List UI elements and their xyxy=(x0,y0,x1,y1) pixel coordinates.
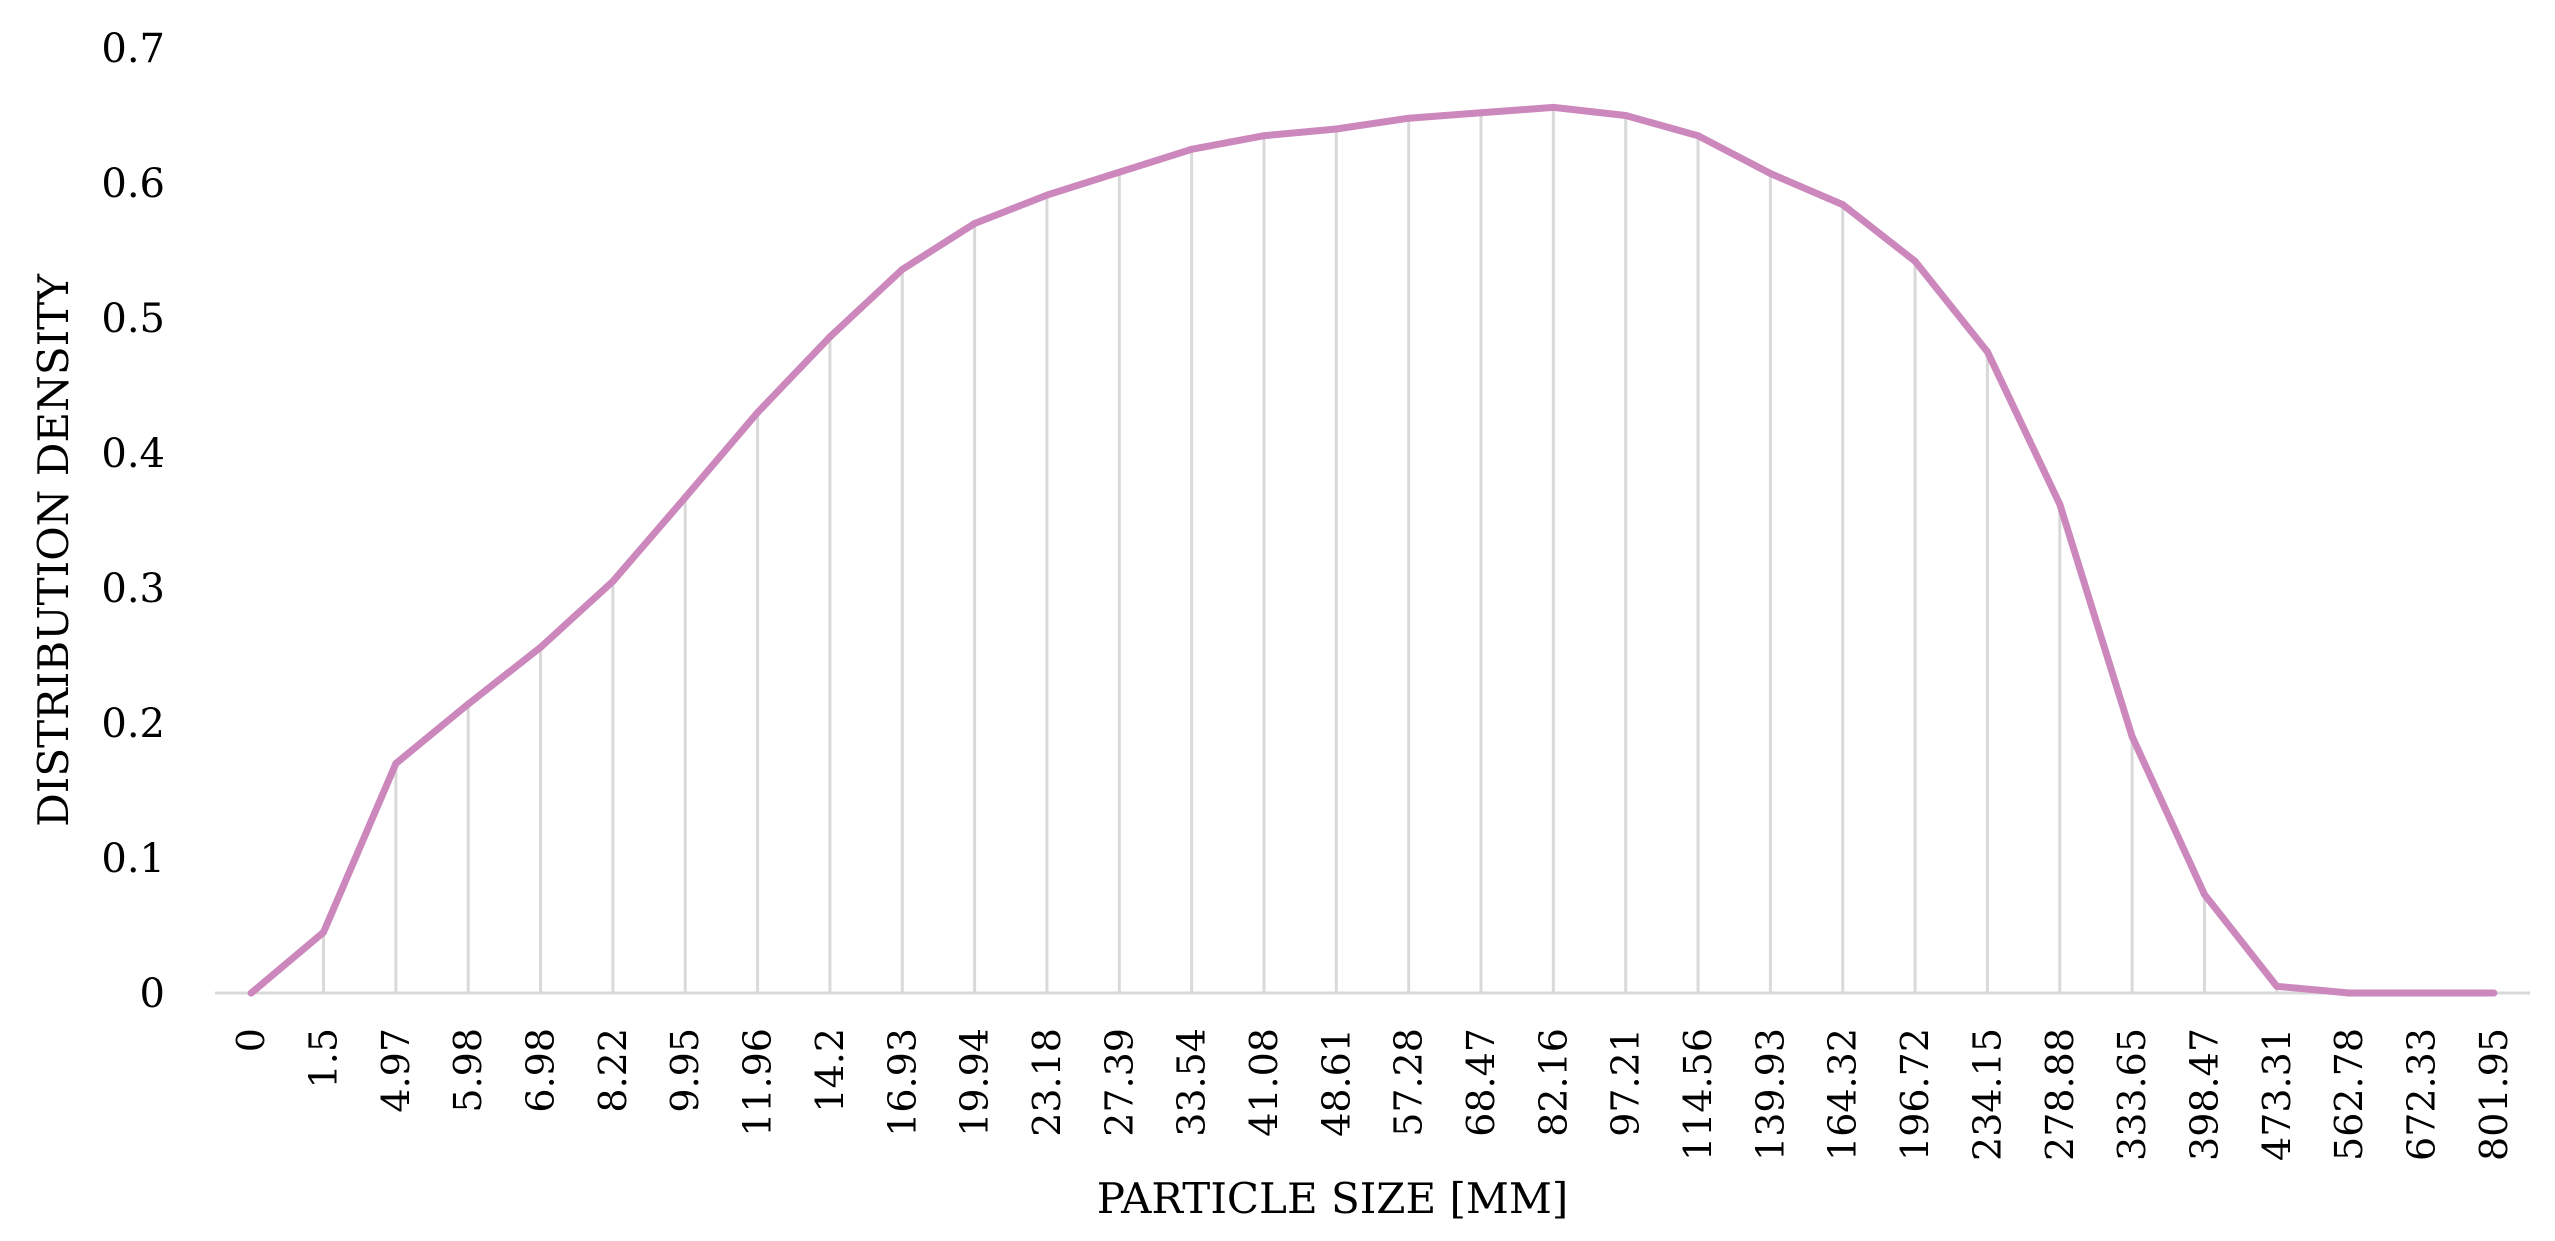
data-point xyxy=(1839,201,1847,209)
data-point xyxy=(2417,989,2425,997)
x-tick-label: 473.31 xyxy=(2255,1028,2299,1161)
x-tick-label: 16.93 xyxy=(880,1028,924,1137)
x-tick-label: 398.47 xyxy=(2182,1028,2226,1161)
x-tick-label: 0 xyxy=(229,1028,273,1052)
data-point xyxy=(247,989,255,997)
x-tick-label: 27.39 xyxy=(1097,1028,1141,1137)
x-tick-label: 4.97 xyxy=(374,1028,418,1113)
data-point xyxy=(1477,109,1485,117)
data-point xyxy=(1694,132,1702,140)
data-point xyxy=(320,928,328,936)
data-point xyxy=(1911,257,1919,265)
y-tick-label: 0.3 xyxy=(101,566,165,612)
data-point xyxy=(1188,145,1196,153)
y-tick-label: 0 xyxy=(140,971,165,1017)
x-tick-label: 23.18 xyxy=(1025,1028,1069,1137)
data-point xyxy=(1983,348,1991,356)
x-tick-label: 48.61 xyxy=(1314,1028,1358,1137)
x-tick-label: 114.56 xyxy=(1676,1028,1720,1161)
x-tick-label: 8.22 xyxy=(591,1028,635,1113)
data-point xyxy=(2056,500,2064,508)
x-tick-label: 333.65 xyxy=(2110,1028,2154,1161)
data-point xyxy=(1332,125,1340,133)
x-tick-label: 801.95 xyxy=(2472,1028,2516,1161)
x-tick-label: 164.32 xyxy=(1821,1028,1865,1161)
x-tick-label: 57.28 xyxy=(1387,1028,1431,1137)
x-tick-label: 82.16 xyxy=(1531,1028,1575,1137)
data-point xyxy=(2273,982,2281,990)
x-tick-label: 33.54 xyxy=(1170,1028,1214,1137)
x-axis-label: PARTICLE SIZE [MM] xyxy=(1097,1174,1569,1223)
y-tick-label: 0.1 xyxy=(101,836,165,882)
data-point xyxy=(2200,890,2208,898)
x-tick-label: 14.2 xyxy=(808,1028,852,1113)
y-tick-label: 0.5 xyxy=(101,296,165,342)
data-point xyxy=(1115,168,1123,176)
x-tick-label: 97.21 xyxy=(1604,1028,1648,1137)
data-point xyxy=(1260,132,1268,140)
x-tick-label: 278.88 xyxy=(2038,1028,2082,1161)
x-tick-label: 9.95 xyxy=(663,1028,707,1113)
x-tick-label: 68.47 xyxy=(1459,1028,1503,1137)
data-point xyxy=(464,700,472,708)
x-tick-label: 11.96 xyxy=(736,1028,780,1137)
x-axis-ticks: 0 1.5 4.97 5.98 6.98 8.22 9.95 11.96 14.2 16.93 19… xyxy=(229,1028,2516,1161)
x-tick-label: 672.33 xyxy=(2399,1028,2443,1161)
x-tick-label: 6.98 xyxy=(519,1028,563,1113)
data-point xyxy=(2128,733,2136,740)
data-point xyxy=(2490,989,2498,997)
data-point xyxy=(1622,112,1630,119)
x-tick-label: 19.94 xyxy=(953,1028,997,1137)
data-point xyxy=(898,265,906,273)
x-tick-label: 41.08 xyxy=(1242,1028,1286,1137)
data-point xyxy=(971,220,979,227)
series-line xyxy=(247,103,2498,997)
data-point xyxy=(1405,114,1413,122)
y-axis-label: DISTRIBUTION DENSITY xyxy=(29,273,78,827)
data-point xyxy=(754,409,762,416)
data-point xyxy=(392,760,400,767)
data-point xyxy=(1549,103,1557,111)
data-point xyxy=(681,494,689,502)
data-point xyxy=(1766,170,1774,178)
data-point xyxy=(826,333,834,341)
data-point xyxy=(609,577,617,585)
y-tick-label: 0.6 xyxy=(101,161,165,207)
x-tick-label: 562.78 xyxy=(2327,1028,2371,1161)
y-axis-ticks: 0 0.1 0.2 0.3 0.4 0.5 0.6 0.7 xyxy=(101,26,165,1017)
y-tick-label: 0.7 xyxy=(101,26,165,72)
gridlines xyxy=(322,107,2279,993)
x-tick-label: 5.98 xyxy=(446,1028,490,1113)
x-tick-label: 1.5 xyxy=(302,1028,346,1088)
x-tick-label: 234.15 xyxy=(1965,1028,2009,1161)
data-points xyxy=(247,103,2498,997)
data-point xyxy=(537,643,545,651)
x-tick-label: 139.93 xyxy=(1748,1028,1792,1161)
y-tick-label: 0.2 xyxy=(101,701,165,747)
data-point xyxy=(2345,989,2353,997)
y-tick-label: 0.4 xyxy=(101,431,165,477)
data-point xyxy=(1043,191,1051,199)
x-tick-label: 196.72 xyxy=(1893,1028,1937,1161)
